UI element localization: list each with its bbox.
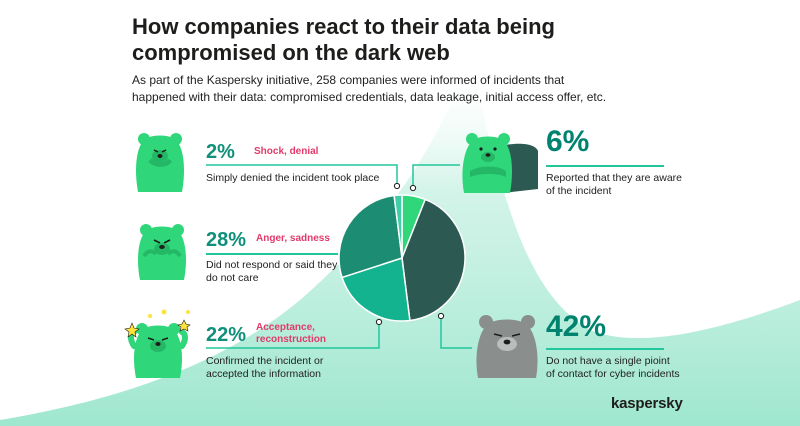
leader-lines [206, 164, 472, 349]
pie-slice-3 [338, 194, 403, 279]
aware-rule [546, 165, 664, 167]
leader-dot-acceptance [375, 318, 383, 326]
bear-shock-icon [136, 133, 184, 192]
title-line-2: compromised on the dark web [132, 40, 450, 65]
page-title: How companies react to their data being … [132, 14, 652, 66]
leader-dots [375, 182, 445, 326]
aware-value: 6% [546, 125, 590, 158]
anger-desc-line-2: do not care [206, 272, 259, 284]
aware-description: Reported that they are aware of the inci… [546, 172, 682, 198]
pie-slice-1 [401, 198, 466, 322]
shock-value: 2% [206, 141, 235, 163]
page-subtitle: As part of the Kaspersky initiative, 258… [132, 72, 652, 106]
pie-slices [338, 194, 466, 322]
anger-emotion: Anger, sadness [256, 233, 330, 244]
subtitle-line-1: As part of the Kaspersky initiative, 258… [132, 73, 565, 87]
pie-slice-2 [341, 257, 411, 322]
acceptance-description: Confirmed the incident or accepted the i… [206, 355, 323, 381]
shock-emotion: Shock, denial [254, 146, 319, 157]
aware-desc-line-1: Reported that they are aware [546, 172, 682, 184]
bear-acceptance-icon [124, 309, 191, 378]
anger-description: Did not respond or said they do not care [206, 259, 337, 285]
anger-rule [206, 253, 338, 255]
bear-aware-icon [462, 133, 538, 193]
acceptance-emotion-line-1: Acceptance, [256, 322, 315, 333]
acceptance-desc-line-1: Confirmed the incident or [206, 355, 324, 367]
nocontact-rule [546, 348, 664, 350]
shock-description: Simply denied the incident took place [206, 172, 380, 184]
leader-line-acceptance [206, 324, 380, 349]
anger-value: 28% [206, 229, 247, 251]
leader-dot-nocontact [437, 312, 445, 320]
pie-slice-4 [393, 194, 403, 259]
title-line-1: How companies react to their data being [132, 14, 555, 39]
leader-line-nocontact [440, 316, 472, 349]
aware-desc-line-2: of the incident [546, 185, 612, 197]
kaspersky-logo: kaspersky [611, 395, 683, 412]
leader-line-shock [206, 164, 398, 184]
nocontact-desc-line-2: of contact for cyber incidents [546, 368, 680, 380]
acceptance-desc-line-2: accepted the information [206, 368, 321, 380]
nocontact-value: 42% [546, 310, 607, 343]
acceptance-emotion-line-2: reconstruction [256, 334, 327, 345]
nocontact-description: Do not have a single pioint of contact f… [546, 355, 680, 381]
acceptance-value: 22% [206, 324, 247, 346]
acceptance-emotion: Acceptance, reconstruction [256, 322, 326, 346]
leader-dot-aware [409, 184, 417, 192]
leader-line-aware [412, 164, 460, 188]
bear-anger-icon [138, 224, 186, 280]
nocontact-desc-line-1: Do not have a single pioint [546, 355, 670, 367]
anger-desc-line-1: Did not respond or said they [206, 259, 338, 271]
bear-nocontact-icon [476, 315, 538, 378]
leader-dot-shock [393, 182, 401, 190]
subtitle-line-2: happened with their data: compromised cr… [132, 90, 607, 104]
